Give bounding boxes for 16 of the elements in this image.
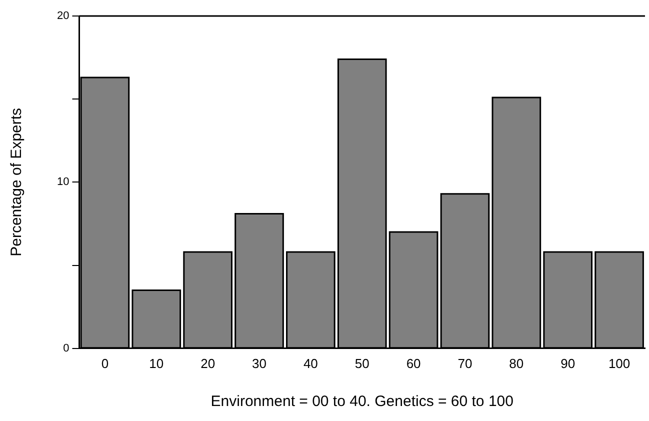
x-axis-title: Environment = 00 to 40. Genetics = 60 to 100 — [210, 393, 514, 410]
x-tick-label: 10 — [149, 356, 164, 371]
x-tick-label: 0 — [101, 356, 109, 371]
x-tick-label: 90 — [560, 356, 576, 371]
x-tick-label: 20 — [200, 356, 216, 371]
y-tick-label: 0 — [63, 342, 70, 354]
y-tick-label: 20 — [56, 10, 70, 22]
x-tick-label: 30 — [252, 356, 266, 371]
x-tick-label: 100 — [608, 356, 630, 371]
x-tick-label: 50 — [354, 356, 370, 371]
y-axis-title: Percentage of Experts — [8, 108, 26, 256]
x-tick-label: 40 — [303, 356, 318, 371]
y-tick-label: 10 — [56, 176, 70, 188]
x-tick-label: 70 — [458, 356, 472, 371]
x-tick-label: 60 — [406, 356, 421, 371]
x-tick-label: 80 — [509, 356, 524, 371]
